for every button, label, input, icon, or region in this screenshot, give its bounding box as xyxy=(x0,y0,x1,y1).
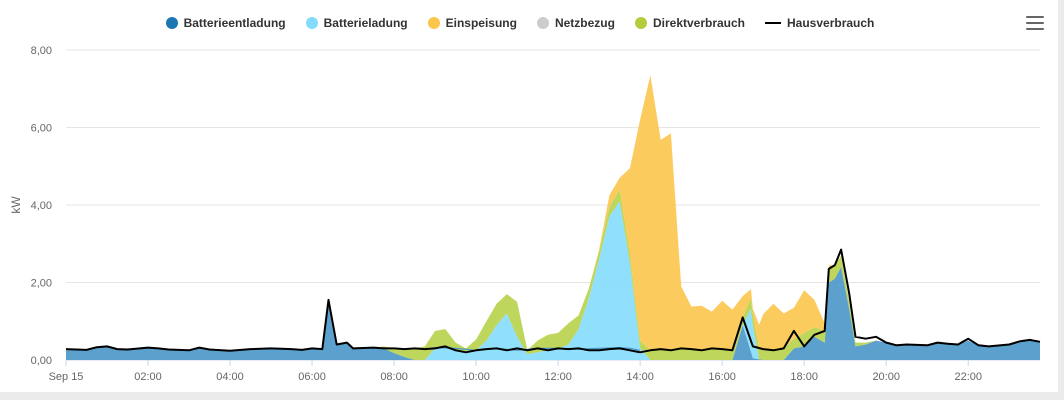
y-tick-label: 6,00 xyxy=(31,123,52,135)
x-tick-label: 16:00 xyxy=(708,371,736,383)
x-tick-label: 18:00 xyxy=(790,371,818,383)
legend-item-direktverbrauch[interactable]: Direktverbrauch xyxy=(634,16,746,30)
x-tick-label: Sep 15 xyxy=(49,371,84,383)
legend-marker-batterieentladung xyxy=(165,17,178,29)
y-tick-label: 4,00 xyxy=(31,200,52,212)
legend-label-netzbezug: Netzbezug xyxy=(554,16,615,30)
legend-marker-direktverbrauch xyxy=(634,17,647,29)
y-axis-label: kW xyxy=(9,196,23,214)
axes: 0,00 2,00 4,00 6,00 8,00 Sep 15 02:00 04:00 06:0… xyxy=(31,45,982,383)
legend-label-direktverbrauch: Direktverbrauch xyxy=(652,16,746,30)
legend-marker-einspeisung xyxy=(427,17,440,29)
legend-label-batterieentladung: Batterieentladung xyxy=(183,16,286,30)
area-direktverbrauch xyxy=(66,189,1040,360)
x-tick-label: 04:00 xyxy=(216,371,244,383)
x-tick-label: 22:00 xyxy=(954,371,982,383)
legend-label-hausverbrauch: Hausverbrauch xyxy=(787,16,875,30)
gridlines xyxy=(66,49,1040,361)
legend-item-netzbezug[interactable]: Netzbezug xyxy=(536,16,615,30)
series-areas xyxy=(66,75,1040,360)
legend-item-batterieentladung[interactable]: Batterieentladung xyxy=(165,16,286,30)
y-tick-label: 0,00 xyxy=(31,355,52,367)
legend-marker-hausverbrauch xyxy=(765,22,782,24)
x-tick-label: 14:00 xyxy=(626,371,654,383)
x-tick-label: 20:00 xyxy=(872,371,900,383)
area-einspeisung xyxy=(66,75,1040,351)
legend-item-hausverbrauch[interactable]: Hausverbrauch xyxy=(765,16,874,30)
y-tick-label: 8,00 xyxy=(31,45,52,57)
hamburger-menu-icon[interactable] xyxy=(1026,16,1044,30)
legend-marker-netzbezug xyxy=(536,17,549,29)
series-lines xyxy=(65,248,1041,354)
legend-label-einspeisung: Einspeisung xyxy=(445,16,517,30)
energy-chart: 0,00 2,00 4,00 6,00 8,00 Sep 15 02:00 04:00 06:0… xyxy=(9,45,1041,383)
legend-item-einspeisung[interactable]: Einspeisung xyxy=(427,16,517,30)
x-tick-label: 06:00 xyxy=(298,371,326,383)
line-hausverbrauch xyxy=(65,248,1041,354)
legend-item-batterieladung[interactable]: Batterieladung xyxy=(305,16,408,30)
x-tick-label: 10:00 xyxy=(462,371,490,383)
x-tick-label: 12:00 xyxy=(544,371,572,383)
area-batterieentladung xyxy=(66,267,1040,360)
legend-marker-batterieladung xyxy=(305,17,318,29)
legend: Batterieentladung Batterieladung Einspei… xyxy=(0,16,1040,30)
chart-panel: 0,00 2,00 4,00 6,00 8,00 Sep 15 02:00 04:00 06:0… xyxy=(0,0,1058,392)
x-tick-label: 08:00 xyxy=(380,371,408,383)
y-tick-label: 2,00 xyxy=(31,278,52,290)
legend-label-batterieladung: Batterieladung xyxy=(323,16,408,30)
x-tick-label: 02:00 xyxy=(134,371,162,383)
